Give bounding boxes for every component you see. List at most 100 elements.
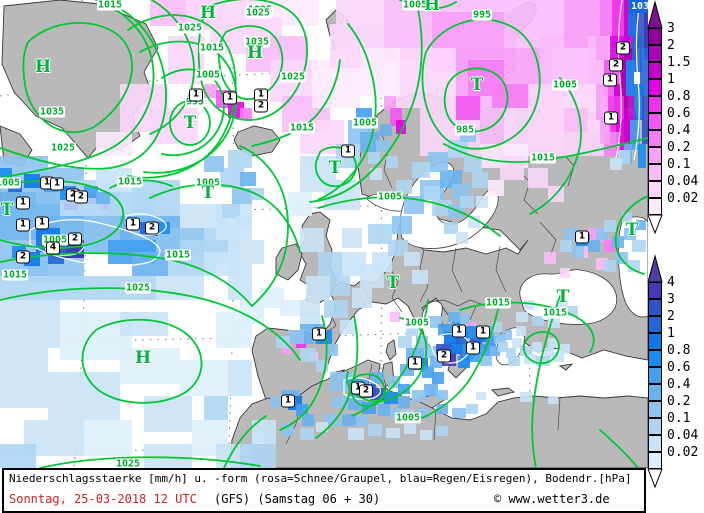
rain-cell [638,144,646,168]
rain-cell [456,232,468,244]
high-pressure-center: H [199,3,217,23]
land-ireland [275,243,303,281]
precip-max-badge: 1 [16,218,30,232]
rain-cell [420,430,432,440]
snow-cell [204,84,218,98]
rain-cell [628,0,638,36]
rain-cell [0,300,60,348]
rain-cell [270,396,284,408]
rain-cell [498,342,508,352]
rain-cell [156,276,204,300]
rain-cell [644,0,648,60]
legend-tick-label: 0.2 [667,394,691,409]
legend-color-cell [648,418,662,435]
rain-cell [404,424,416,434]
precip-max-badge: 1 [254,88,268,102]
rain-cell [398,384,410,394]
rain-cell [204,156,224,172]
rain-cell [604,260,616,272]
isobar-label-1025: 1025 [114,458,142,468]
rain-cell [466,404,478,414]
legend-tick-label: 4 [667,275,675,290]
isobar-label-1015: 1015 [1,269,29,281]
legend-tick-label: 0.2 [667,140,691,155]
rain-cell [0,444,36,468]
legend-tick-label: 0.02 [667,191,699,206]
rain-cell [204,396,228,420]
rain-cell [368,424,382,436]
rain-cell [588,240,600,252]
rain-cell [220,168,244,188]
isobar-label-1025: 1025 [176,22,204,34]
isobar-label-1035: 1035 [243,36,271,48]
isobar-label-1005: 1005 [41,234,69,246]
rain-cell [508,356,520,366]
corner-pressure-label: 103 [629,0,648,13]
rain-cell [626,60,634,96]
rain-cell [424,384,438,396]
isobar-label-1005: 1005 [194,177,222,189]
legend-arrow-up [647,0,663,29]
rain-cell [524,300,534,310]
rain-cell [228,240,264,264]
map-canvas: 1015 1025 1035 1025 1025 1015 1005 995 1025 1035 1… [0,0,648,468]
precip-max-badge: 1 [223,91,237,105]
legend-tick-label: 2 [667,38,675,53]
caption-copyright: © www.wetter3.de [494,492,610,506]
isobar-label-1005: 1005 [351,117,379,129]
rain-cell [84,420,132,456]
rain-cell [436,390,448,400]
high-pressure-center: H [423,0,441,15]
rain-cell [228,360,252,396]
rain-cell [240,300,264,324]
high-pressure-center: H [134,348,152,368]
precip-max-badge: 1 [575,230,589,244]
rain-cell [520,392,532,402]
isobar-label-1005: 1005 [394,412,422,424]
rain-cell [144,396,192,432]
rain-cell [422,366,434,378]
isobar-label-1015: 1015 [541,307,569,319]
rain-cell [440,170,462,188]
low-pressure-center: T [625,220,639,240]
rain-cell [468,216,480,228]
legend-color-cell [648,28,662,45]
precip-max-badge: 2 [16,250,30,264]
rain-cell [318,252,342,276]
rain-cell [396,180,412,194]
precip-max-badge: 1 [281,394,295,408]
isobar-label-1005: 1005 [401,0,429,11]
rain-cell [398,396,410,408]
precip-max-badge: 2 [359,384,373,398]
low-pressure-center: T [328,158,342,178]
isobar-label-1005: 1005 [376,191,404,203]
legend-color-cell [648,164,662,181]
rain-cell [372,252,392,272]
rain-cell [490,346,500,356]
rain-cell [636,220,646,230]
precip-max-badge: 1 [452,324,466,338]
legend-color-cell [648,45,662,62]
legend-tick-label: 2 [667,309,675,324]
low-pressure-center: T [183,113,197,133]
rain-cell [476,392,486,400]
legend-tick-label: 1.5 [667,55,691,70]
legend-color-cell [648,62,662,79]
precip-max-badge: 1 [126,217,140,231]
snow-cell [596,36,608,60]
rain-cell [388,376,400,388]
rain-cell [378,404,390,416]
legend-color-cell [648,401,662,418]
precip-max-badge: 2 [616,41,630,55]
legend-color-cell [648,96,662,113]
low-pressure-center: T [0,200,14,220]
rain-cell [276,336,290,348]
rain-cell [236,216,252,228]
rain-cell [476,196,488,208]
snow-cell [282,344,292,354]
legend-color-cell [648,367,662,384]
low-pressure-center: T [470,75,484,95]
isobar-label-1005: 1005 [194,69,222,81]
rain-cell [610,158,622,170]
